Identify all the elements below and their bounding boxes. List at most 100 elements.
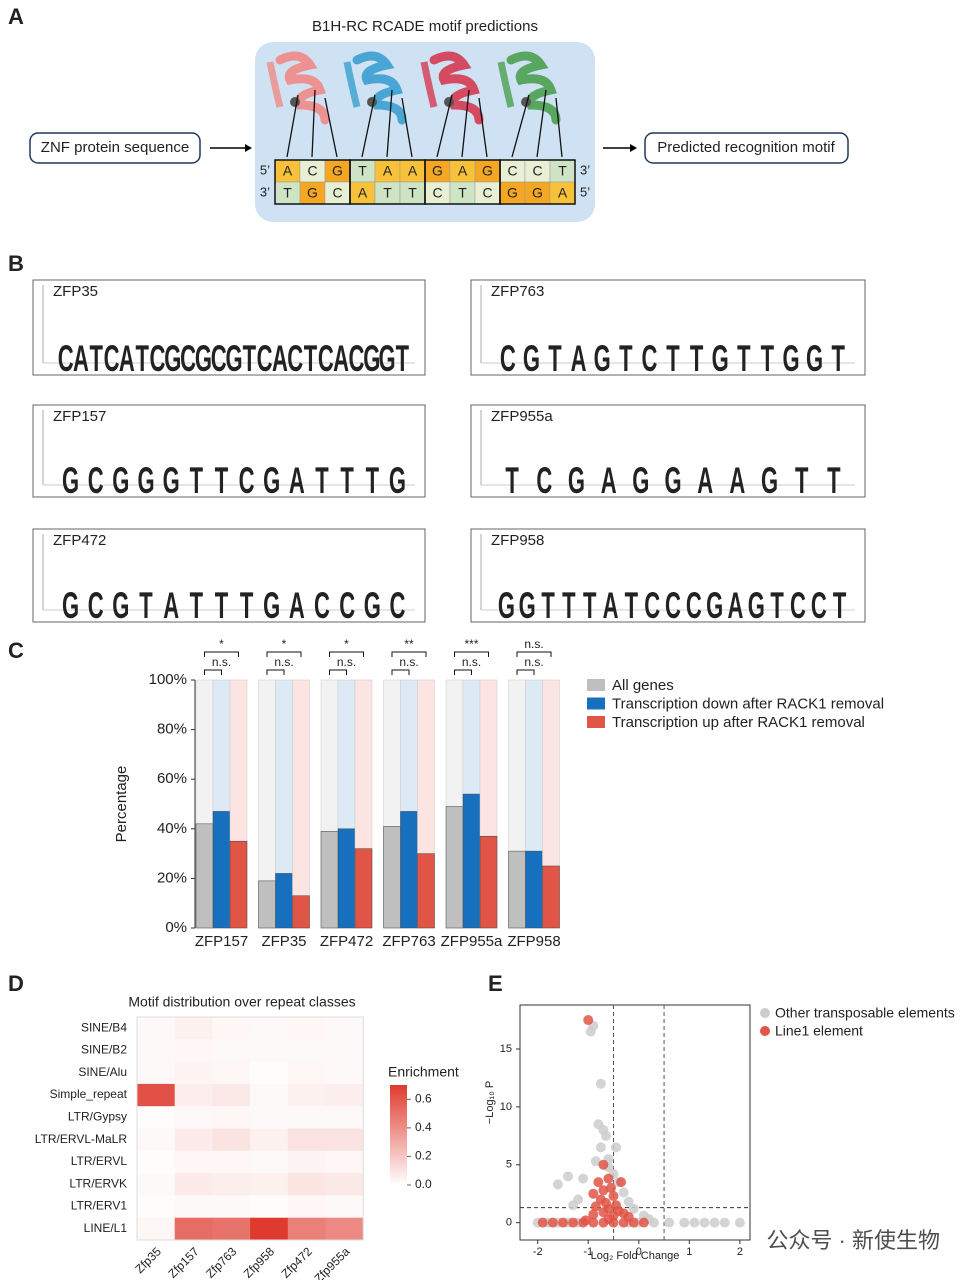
point — [628, 1203, 639, 1214]
base: A — [383, 163, 393, 179]
heat-cell — [287, 1106, 326, 1129]
logo-letter: G — [263, 584, 280, 627]
logo-box — [32, 528, 426, 623]
logo-letter: C — [644, 584, 660, 627]
point — [583, 1015, 594, 1026]
sig-label: n.s. — [399, 655, 418, 669]
sig-label: n.s. — [524, 655, 543, 669]
bar — [337, 828, 356, 929]
protein-helix — [506, 51, 561, 125]
y-tick-label: 100% — [149, 671, 187, 688]
heat-cell — [250, 1106, 289, 1129]
base: T — [458, 185, 467, 201]
contact-arrow — [461, 89, 470, 158]
heat-cell — [174, 1061, 213, 1085]
logo-letter: G — [225, 337, 242, 380]
heat-cell — [325, 1173, 364, 1196]
heat-cell — [174, 1150, 213, 1174]
base: A — [458, 163, 468, 179]
logo-letter: T — [831, 337, 845, 380]
logo-letter: T — [215, 584, 229, 627]
logo-letter: C — [104, 337, 120, 380]
colorbar-tick-label: 0.6 — [415, 1091, 432, 1105]
heat-cell — [325, 1039, 364, 1062]
logo-letter: T — [190, 584, 204, 627]
point — [679, 1217, 690, 1228]
logo-letter: T — [243, 337, 257, 380]
x-tick-label: ZFP955a — [441, 933, 503, 950]
heat-cell — [325, 1061, 364, 1085]
x-tick-label: 0 — [636, 1246, 642, 1258]
contact-arrow — [286, 94, 299, 158]
logo-letter: T — [240, 584, 254, 627]
logo-letter: A — [601, 459, 617, 502]
legend-label: Line1 element — [775, 1023, 863, 1039]
logo-letter: G — [112, 459, 129, 502]
base: A — [283, 163, 293, 179]
base: G — [532, 185, 543, 201]
logo-letter: C — [88, 459, 104, 502]
logo-letter: A — [729, 459, 745, 502]
heat-cell — [287, 1061, 326, 1085]
x-tick-label: ZFP958 — [507, 933, 560, 950]
logo-letter: T — [761, 337, 775, 380]
logo-letter: C — [641, 337, 657, 380]
sig-label: n.s. — [462, 655, 481, 669]
base: C — [507, 163, 517, 179]
base: A — [408, 163, 418, 179]
heat-cell — [287, 1128, 326, 1152]
logo-letter: G — [62, 584, 79, 627]
logo-letter: G — [568, 459, 585, 502]
legend-swatch — [587, 697, 605, 710]
point — [689, 1217, 700, 1228]
logo-letter: T — [666, 337, 680, 380]
y-tick-label: 5 — [506, 1159, 512, 1171]
logo-name: ZFP35 — [53, 283, 98, 300]
point — [588, 1188, 599, 1199]
logo-letter: C — [790, 584, 806, 627]
y-tick-label: 80% — [157, 721, 187, 738]
sig-bracket — [204, 651, 239, 657]
col-label: Zfp955a — [311, 1244, 352, 1280]
sig-label: n.s. — [212, 655, 231, 669]
sig-bracket — [391, 651, 427, 657]
arrow-head — [630, 144, 637, 152]
heat-cell — [212, 1128, 251, 1152]
heat-cell — [325, 1106, 364, 1129]
logo-letter: G — [164, 337, 181, 380]
heat-cell — [174, 1217, 213, 1241]
heat-cell — [174, 1083, 213, 1107]
heat-cell — [325, 1083, 364, 1107]
heat-cell — [212, 1217, 251, 1241]
point — [616, 1177, 627, 1188]
row-label: LINE/L1 — [84, 1221, 128, 1235]
row-label: Simple_repeat — [50, 1087, 128, 1101]
logo-letter: G — [195, 337, 212, 380]
heat-cell — [137, 1061, 175, 1085]
logo-name: ZFP472 — [53, 532, 106, 549]
prime: 5’ — [580, 184, 590, 199]
heat-cell — [212, 1061, 251, 1085]
heat-cell — [325, 1128, 364, 1152]
heat-cell — [250, 1150, 289, 1174]
y-axis-label: Percentage — [113, 766, 130, 843]
bar — [445, 806, 464, 929]
y-tick-label: 15 — [500, 1043, 512, 1055]
logo-letter: G — [519, 584, 536, 627]
legend-label: Transcription down after RACK1 removal — [612, 695, 884, 712]
zinc — [367, 97, 377, 107]
logo-letter: C — [88, 584, 104, 627]
point — [638, 1217, 649, 1228]
row-label: SINE/B2 — [81, 1043, 127, 1057]
sig-bracket — [329, 669, 347, 675]
protein-helix — [275, 51, 330, 125]
logo-letter: G — [498, 584, 515, 627]
panel-label: B — [8, 251, 24, 276]
legend-swatch — [587, 679, 605, 691]
heat-cell — [287, 1083, 326, 1107]
logo-letter: G — [594, 337, 611, 380]
panel-label: D — [8, 971, 24, 996]
point — [608, 1191, 619, 1202]
point — [611, 1142, 622, 1153]
logo-letter: G — [62, 459, 79, 502]
